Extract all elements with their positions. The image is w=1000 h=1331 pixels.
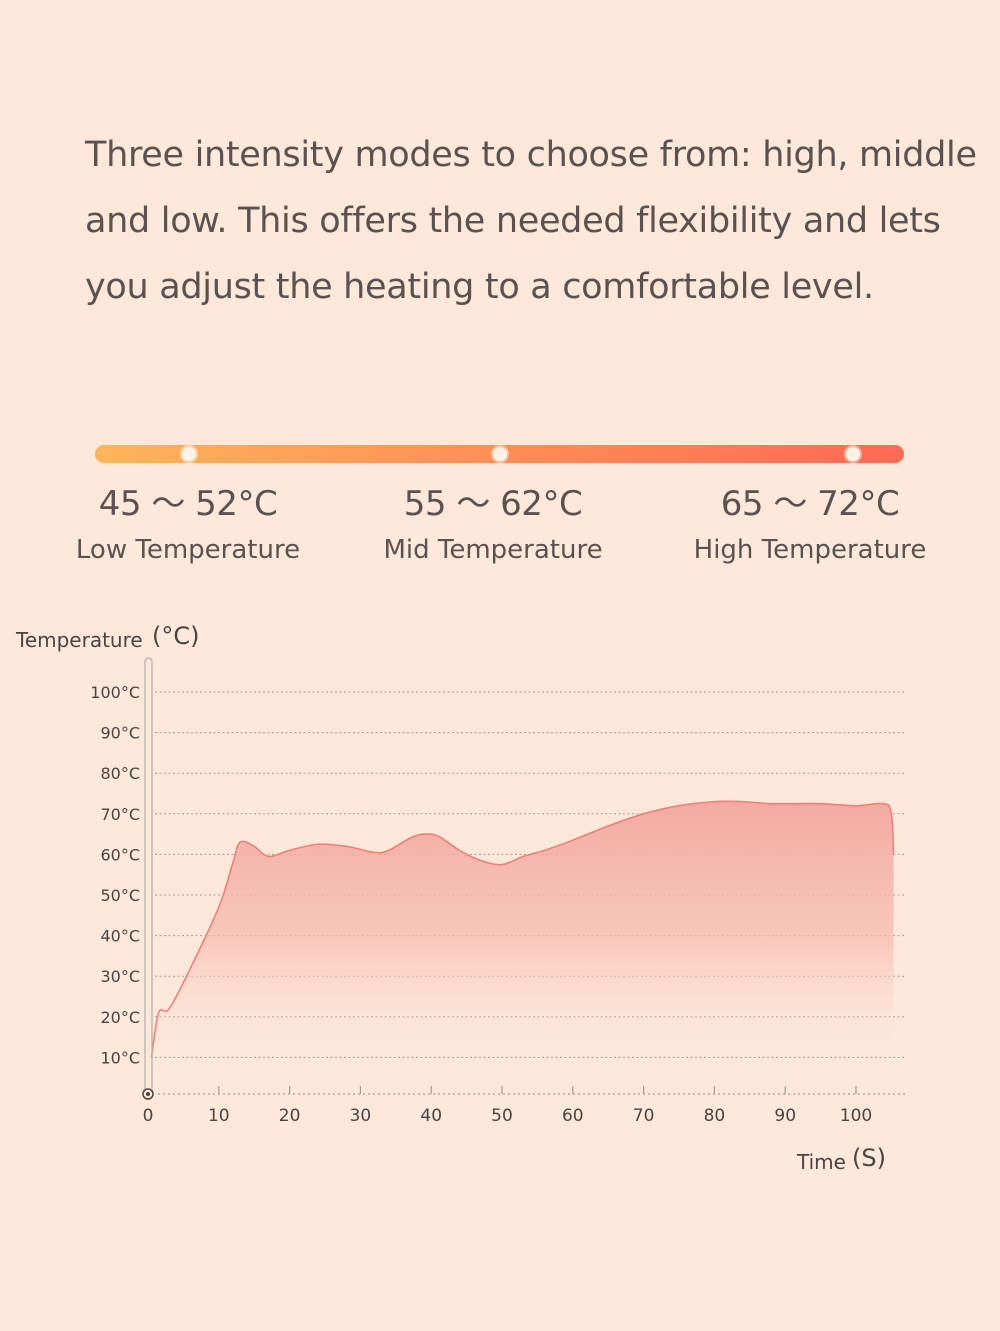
- temperature-scale-bar: [95, 445, 904, 463]
- y-tick-label: 70°C: [100, 805, 140, 824]
- y-tick-labels: 10°C 20°C 30°C 40°C 50°C 60°C 70°C 80°C 90°C 100°…: [90, 683, 140, 1067]
- x-tick-label: 10: [208, 1106, 230, 1126]
- x-tick-label: 20: [279, 1106, 301, 1126]
- low-mode-name: Low Temperature: [75, 535, 301, 565]
- mid-mode-name: Mid Temperature: [383, 535, 603, 565]
- chart-svg: 10°C 20°C 30°C 40°C 50°C 60°C 70°C 80°C 90°C 100°…: [15, 622, 908, 1174]
- x-tick-label: 0: [143, 1106, 154, 1126]
- y-axis-unit: (°C): [152, 622, 199, 650]
- y-tick-label: 30°C: [100, 967, 140, 986]
- x-tick-label: 90: [774, 1106, 796, 1126]
- axis-origin-dot: [146, 1092, 150, 1096]
- description-text: Three intensity modes to choose from: hi…: [85, 122, 977, 320]
- y-tick-label: 10°C: [100, 1048, 140, 1067]
- y-tick-label: 50°C: [100, 886, 140, 905]
- temperature-area: [151, 801, 894, 1058]
- mid-mode-marker: [493, 447, 507, 461]
- y-tick-label: 20°C: [100, 1008, 140, 1027]
- x-tick-label: 30: [350, 1106, 372, 1126]
- y-tick-label: 40°C: [100, 927, 140, 946]
- y-tick-label: 60°C: [100, 845, 140, 864]
- y-axis-title: Temperature: [15, 628, 143, 652]
- x-axis-unit: (S): [852, 1144, 886, 1172]
- description-line-3: you adjust the heating to a comfortable …: [85, 267, 874, 307]
- mid-mode-range: 55 ～ 62°C: [403, 484, 583, 524]
- x-axis-title: Time: [796, 1150, 846, 1174]
- low-mode-range: 45 ～ 52°C: [98, 484, 278, 524]
- temperature-curve: [150, 800, 895, 1058]
- high-mode-marker: [846, 447, 860, 461]
- mid-mode-group: 55 ～ 62°C Mid Temperature: [343, 482, 643, 572]
- area-layer: [150, 800, 895, 1058]
- low-mode-marker: [182, 447, 196, 461]
- low-mode-group: 45 ～ 52°C Low Temperature: [38, 482, 338, 572]
- high-mode-group: 65 ～ 72°C High Temperature: [660, 482, 960, 572]
- y-tick-label: 90°C: [100, 724, 140, 743]
- temperature-chart: 10°C 20°C 30°C 40°C 50°C 60°C 70°C 80°C 90°C 100°…: [0, 600, 1000, 1200]
- x-tick-label: 40: [420, 1106, 442, 1126]
- x-tick-label: 70: [633, 1106, 655, 1126]
- description-line-2: and low. This offers the needed flexibil…: [85, 201, 941, 241]
- x-tick-label: 80: [704, 1106, 726, 1126]
- y-tick-label: 100°C: [90, 683, 140, 702]
- x-tick-label: 60: [562, 1106, 584, 1126]
- x-tick-label: 100: [840, 1106, 872, 1126]
- y-tick-label: 80°C: [100, 764, 140, 783]
- x-tick-labels: 0 10 20 30 40 50 60 70 80 90 100: [143, 1086, 872, 1126]
- y-axis: [144, 657, 153, 1099]
- x-tick-label: 50: [491, 1106, 513, 1126]
- high-mode-range: 65 ～ 72°C: [720, 484, 900, 524]
- axes: [142, 657, 908, 1100]
- high-mode-name: High Temperature: [693, 535, 927, 565]
- description-line-1: Three intensity modes to choose from: hi…: [85, 135, 977, 175]
